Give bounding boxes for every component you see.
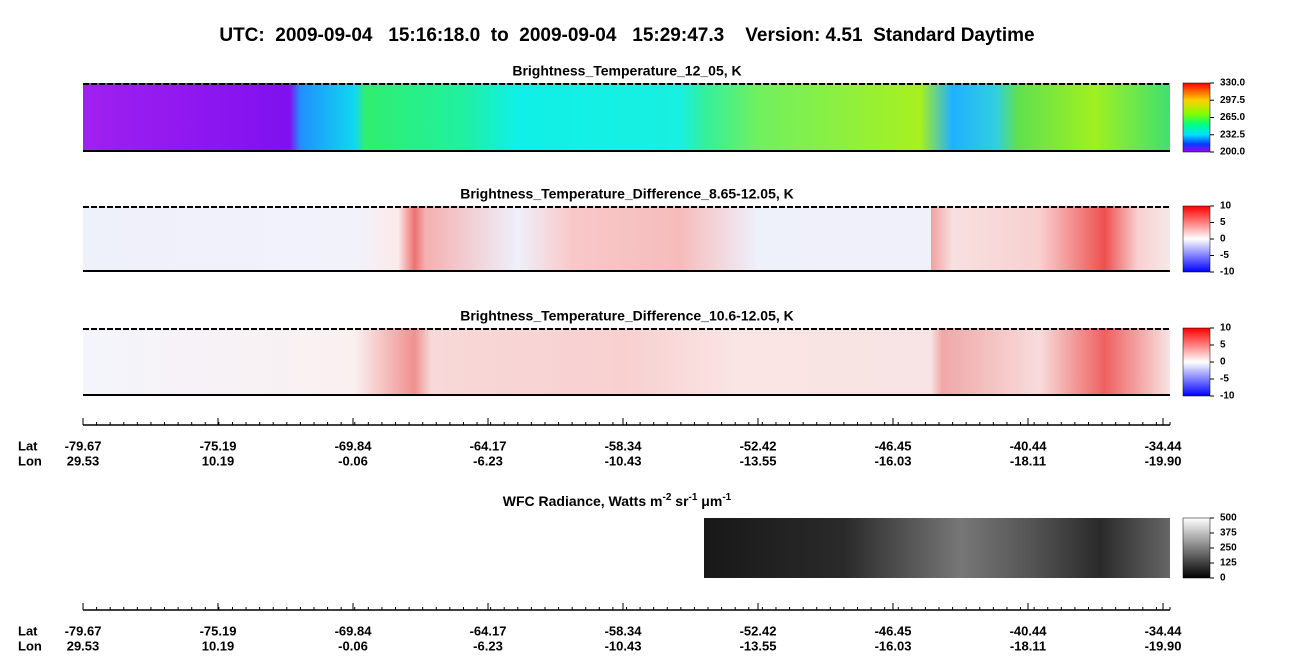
imagery — [83, 82, 1211, 579]
image-strip — [83, 328, 1170, 396]
colorbar-label: -5 — [1220, 250, 1229, 261]
colorbar-label: 0 — [1220, 357, 1226, 368]
lat-value: -75.19 — [200, 438, 237, 453]
panel-title: Brightness_Temperature_12_05, K — [512, 63, 741, 79]
lat-value: -34.44 — [1145, 623, 1183, 638]
lat-value: -79.67 — [65, 623, 102, 638]
lat-value: -64.17 — [470, 438, 507, 453]
lon-value: -0.06 — [338, 638, 368, 653]
lon-value: -10.43 — [605, 453, 642, 468]
lat-value: -40.44 — [1010, 438, 1048, 453]
title-part: sr — [671, 493, 689, 509]
strip-borders — [83, 83, 1170, 396]
title-part: μm — [697, 493, 722, 509]
lon-value: 10.19 — [202, 453, 235, 468]
colorbar-label: 330.0 — [1220, 78, 1245, 89]
colorbar-label: 500 — [1220, 513, 1237, 524]
colorbar-label: 375 — [1220, 528, 1237, 539]
colorbar-label: 250 — [1220, 543, 1237, 554]
colorbar-label: 10 — [1220, 201, 1232, 212]
colorbar — [1182, 82, 1211, 153]
lat-value: -52.42 — [740, 623, 777, 638]
title-part: WFC Radiance, Watts m — [503, 493, 663, 509]
lat-value: -64.17 — [470, 623, 507, 638]
lon-label: Lon — [18, 453, 42, 468]
colorbar-label: 5 — [1220, 217, 1226, 228]
lon-value: -18.11 — [1010, 638, 1046, 653]
panel-title: WFC Radiance, Watts m-2 sr-1 μm-1 — [503, 492, 732, 509]
colorbar — [1182, 205, 1211, 273]
colorbar-label: 0 — [1220, 234, 1226, 245]
lat-value: -58.34 — [605, 438, 643, 453]
colorbar-label: 232.5 — [1220, 129, 1245, 140]
colorbar-label: -10 — [1220, 391, 1235, 402]
panel-title: Brightness_Temperature_Difference_8.65-1… — [460, 186, 794, 202]
lat-value: -52.42 — [740, 438, 777, 453]
lat-value: -58.34 — [605, 623, 643, 638]
lon-value: -13.55 — [740, 638, 777, 653]
colorbar — [1182, 327, 1211, 397]
image-strip — [83, 83, 1170, 152]
lon-value: -18.11 — [1010, 453, 1046, 468]
lat-value: -75.19 — [200, 623, 237, 638]
lat-value: -34.44 — [1145, 438, 1183, 453]
image-strip — [83, 206, 1170, 272]
lon-value: 29.53 — [67, 453, 100, 468]
title-part: -2 — [662, 492, 671, 503]
colorbar-label: 0 — [1220, 573, 1226, 584]
lat-label: Lat — [18, 438, 38, 453]
colorbar-label: -5 — [1220, 374, 1229, 385]
colorbar-label: 125 — [1220, 558, 1237, 569]
colorbar — [1182, 517, 1211, 579]
lat-label: Lat — [18, 623, 38, 638]
colorbar-label: 5 — [1220, 340, 1226, 351]
page-title: UTC: 2009-09-04 15:16:18.0 to 2009-09-04… — [219, 25, 1034, 46]
colorbar-label: 200.0 — [1220, 147, 1245, 158]
lon-value: -19.90 — [1145, 453, 1182, 468]
lat-value: -69.84 — [335, 623, 373, 638]
title-part: -1 — [722, 492, 731, 503]
lat-value: -69.84 — [335, 438, 373, 453]
lat-value: -46.45 — [875, 623, 912, 638]
colorbar-label: 265.0 — [1220, 112, 1245, 123]
image-strip — [704, 518, 1170, 578]
lon-value: 10.19 — [202, 638, 235, 653]
lat-value: -40.44 — [1010, 623, 1048, 638]
lat-value: -46.45 — [875, 438, 912, 453]
colorbar-label: -10 — [1220, 267, 1235, 278]
lon-value: -10.43 — [605, 638, 642, 653]
lon-label: Lon — [18, 638, 42, 653]
colorbar-label: 10 — [1220, 323, 1232, 334]
lon-value: -13.55 — [740, 453, 777, 468]
lon-value: -6.23 — [473, 453, 503, 468]
panel-title: Brightness_Temperature_Difference_10.6-1… — [460, 308, 794, 324]
lon-value: -6.23 — [473, 638, 503, 653]
lon-value: -16.03 — [875, 453, 912, 468]
lon-value: 29.53 — [67, 638, 100, 653]
lon-value: -19.90 — [1145, 638, 1182, 653]
colorbar-label: 297.5 — [1220, 95, 1245, 106]
title-part: -1 — [689, 492, 698, 503]
lat-value: -79.67 — [65, 438, 102, 453]
lon-value: -0.06 — [338, 453, 368, 468]
lon-value: -16.03 — [875, 638, 912, 653]
